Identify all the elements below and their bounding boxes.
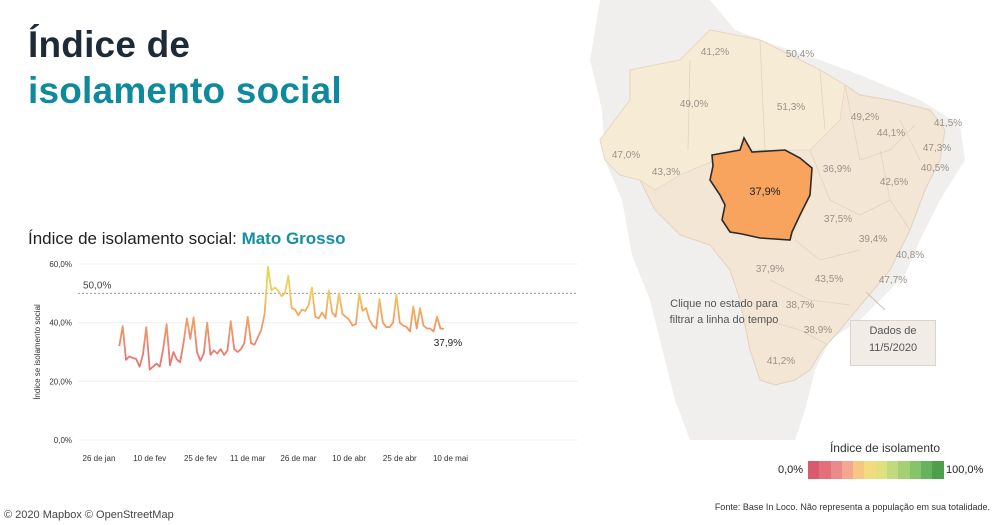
state-value-label[interactable]: 41,2% (701, 47, 729, 58)
state-value-label[interactable]: 43,3% (652, 167, 680, 178)
x-tick-label: 26 de jan (83, 454, 116, 463)
x-tick-label: 10 de abr (332, 454, 366, 463)
state-value-label[interactable]: 40,5% (921, 163, 949, 174)
legend-max-label: 100,0% (946, 464, 984, 476)
state-value-label[interactable]: 51,3% (777, 102, 805, 113)
state-value-label[interactable]: 42,6% (880, 177, 908, 188)
state-value-label[interactable]: 41,5% (934, 118, 962, 129)
date-note-pointer (865, 291, 886, 311)
state-value-label[interactable]: 47,7% (879, 275, 907, 286)
brazil-map[interactable]: 37,9% 41,2% 50,4% 49,0% 51,3% 49,2% 44,1% 41,5… (560, 0, 1000, 440)
legend-swatch (920, 461, 933, 479)
x-tick-label: 25 de fev (184, 454, 217, 463)
legend-swatch (932, 461, 944, 479)
y-tick-label: 0,0% (54, 436, 72, 445)
state-value-label[interactable]: 39,4% (859, 234, 887, 245)
legend-title: Índice de isolamento (829, 441, 941, 455)
legend-swatch (875, 461, 888, 479)
y-tick-label: 40,0% (49, 319, 72, 328)
state-value-label[interactable]: 37,9% (756, 264, 784, 275)
legend-swatch (864, 461, 876, 479)
legend-color-scale (808, 461, 944, 479)
legend-swatch (808, 461, 820, 479)
legend-swatch (909, 461, 921, 479)
page-title-line2: isolamento social (28, 70, 342, 111)
state-value-label[interactable]: 50,4% (786, 49, 814, 60)
y-tick-label: 60,0% (49, 260, 72, 269)
legend-min-label: 0,0% (778, 464, 804, 476)
state-value-label[interactable]: 49,2% (851, 112, 879, 123)
page-title-line1: Índice de (28, 24, 191, 65)
source-note: Fonte: Base In Loco. Não representa a po… (714, 502, 990, 512)
state-value-label[interactable]: 36,9% (823, 164, 851, 175)
y-tick-label: 20,0% (49, 377, 72, 386)
chart-heading-state: Mato Grosso (241, 229, 346, 248)
state-value-label[interactable]: 49,0% (680, 99, 708, 110)
legend-swatch (898, 461, 910, 479)
legend-swatch (853, 461, 865, 479)
state-value-label[interactable]: 47,3% (923, 143, 951, 154)
legend-swatch (841, 461, 854, 479)
map-copyright[interactable]: © 2020 Mapbox © OpenStreetMap (4, 509, 174, 521)
y-axis-title: Índice se isolamento social (33, 304, 42, 400)
x-tick-label: 25 de abr (383, 454, 417, 463)
legend-swatch (819, 461, 831, 479)
state-value-labels: 41,2% 50,4% 49,0% 51,3% 49,2% 44,1% 41,5% 47,0%… (612, 47, 962, 367)
state-value-label[interactable]: 38,7% (786, 300, 814, 311)
x-tick-label: 26 de mar (280, 454, 316, 463)
x-tick-label: 10 de fev (133, 454, 166, 463)
state-value-label[interactable]: 44,1% (877, 128, 905, 139)
state-value-label[interactable]: 40,8% (896, 250, 924, 261)
last-value-label: 37,9% (434, 338, 462, 349)
isolation-series-line (118, 265, 444, 371)
state-value-label[interactable]: 37,5% (824, 214, 852, 225)
state-value-label[interactable]: 41,2% (767, 356, 795, 367)
state-borders (687, 39, 921, 346)
chart-heading: Índice de isolamento social: Mato Grosso (28, 229, 345, 249)
date-note: Dados de 11/5/2020 (850, 320, 936, 366)
state-value-label[interactable]: 43,5% (815, 274, 843, 285)
state-value-label[interactable]: 38,9% (804, 325, 832, 336)
x-tick-label: 11 de mar (230, 454, 266, 463)
state-value-label[interactable]: 47,0% (612, 150, 640, 161)
map-hint-text: Clique no estado para filtrar a linha do… (669, 298, 779, 326)
reference-line-label: 50,0% (83, 280, 111, 291)
selected-state-label: 37,9% (749, 186, 780, 198)
legend-swatch (887, 461, 899, 479)
state-mato-grosso-selected[interactable] (709, 136, 813, 241)
chart-heading-prefix: Índice de isolamento social: (28, 229, 242, 248)
time-series-chart: 0,0% 20,0% 40,0% 60,0% Índice se isolamento … (33, 260, 578, 463)
legend-swatch (830, 461, 842, 479)
x-tick-label: 10 de mai (433, 454, 468, 463)
